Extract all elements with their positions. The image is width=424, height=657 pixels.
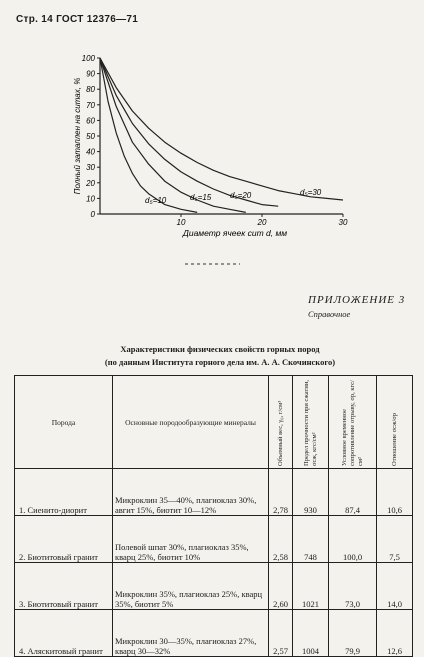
table-subtitle: (по данным Института горного дела им. А.… [104,357,336,367]
minerals-cell: Микроклин 30—35%, плагиоклаз 27%, кварц … [112,609,269,657]
series-label-4: d₅=30 [300,188,322,197]
compression-cell: 1004 [292,609,329,657]
y-tick-label: 30 [86,163,95,172]
minerals-cell: Микроклин 35%, плагиоклаз 25%, кварц 35%… [112,562,269,610]
tension-cell: 79,9 [328,609,377,657]
density-cell: 2,58 [268,515,293,563]
header-ratio: Отношение σсж/σр [390,412,398,466]
header-rock: Порода [14,375,113,469]
header-tension: Условное временное сопротивление отрыву,… [340,380,364,466]
header-density: Объемный вес, γ₀, г/см³ [276,400,284,466]
y-tick-label: 10 [86,194,95,203]
table-row: 2. Биотитовый гранит Полевой шпат 30%, пл… [14,515,413,563]
compression-cell: 1021 [292,562,329,610]
table-header-row: Порода Основные породообразующие минерал… [14,375,413,469]
x-tick-label: 30 [339,218,348,227]
y-tick-label: 40 [86,148,95,157]
header-minerals: Основные породообразующие минералы [112,375,269,469]
minerals-cell: Полевой шпат 30%, плагиоклаз 35%, кварц … [112,515,269,563]
series-label-1: d₅=10 [145,196,167,205]
ratio-cell: 7,5 [376,515,413,563]
y-tick-label: 70 [86,101,95,110]
table-row: 4. Аляскитовый гранит Микроклин 30—35%, п… [14,609,413,657]
series-label-2: d₅=15 [190,193,212,202]
chart-ticks: 0 10 20 30 40 50 60 70 80 90 100 10 20 30 [82,54,348,227]
appendix-title: ПРИЛОЖЕНИЕ 3 [308,294,406,306]
density-cell: 2,60 [268,562,293,610]
series-line-3 [99,57,279,207]
chart-labels: d₅=10 d₅=15 d₅=20 d₅=30 Полный затаплен на с… [73,78,322,265]
rock-name: 2. Биотитовый гранит [14,515,113,563]
series-label-3: d₅=20 [230,191,252,200]
y-tick-label: 90 [86,70,95,79]
compression-cell: 748 [292,515,329,563]
x-tick-label: 10 [177,218,186,227]
rock-properties-table: Порода Основные породообразующие минерал… [14,375,413,657]
compression-cell: 930 [292,468,329,516]
series-line-2 [99,57,246,213]
rock-name: 4. Аляскитовый гранит [14,609,113,657]
density-cell: 2,78 [268,468,293,516]
minerals-cell: Микроклин 35—40%, плагиоклаз 30%, авгит … [112,468,269,516]
tension-cell: 87,4 [328,468,377,516]
header-compression: Предел прочности при сжатии, σсж, кгс/см… [302,380,318,466]
series-line-1 [99,57,198,213]
appendix-subtitle: Справочное [308,309,351,319]
table-row: 3. Биотитовый гранит Микроклин 35%, плаги… [14,562,413,610]
tension-cell: 73,0 [328,562,377,610]
x-tick-label: 20 [257,218,267,227]
x-axis-label: Диаметр ячеек сит d, мм [182,228,287,238]
chart-lines [99,57,344,213]
rock-name: 1. Сиенито-диорит [14,468,113,516]
tension-cell: 100,0 [328,515,377,563]
series-line-4 [99,57,344,201]
table-title: Характеристики физических свойств горных… [120,344,320,354]
page-header: Стр. 14 ГОСТ 12376—71 [16,14,139,25]
y-axis-label: Полный затаплен на ситах, % [73,78,82,195]
table-row: 1. Сиенито-диорит Микроклин 35—40%, плаги… [14,468,413,516]
y-tick-label: 60 [86,116,95,125]
ratio-cell: 14,0 [376,562,413,610]
y-tick-label: 20 [85,179,95,188]
ratio-cell: 12,6 [376,609,413,657]
y-tick-label: 100 [82,54,96,63]
density-cell: 2,57 [268,609,293,657]
y-tick-label: 0 [91,210,96,219]
y-tick-label: 80 [86,85,95,94]
rock-name: 3. Биотитовый гранит [14,562,113,610]
y-tick-label: 50 [86,132,95,141]
ratio-cell: 10,6 [376,468,413,516]
